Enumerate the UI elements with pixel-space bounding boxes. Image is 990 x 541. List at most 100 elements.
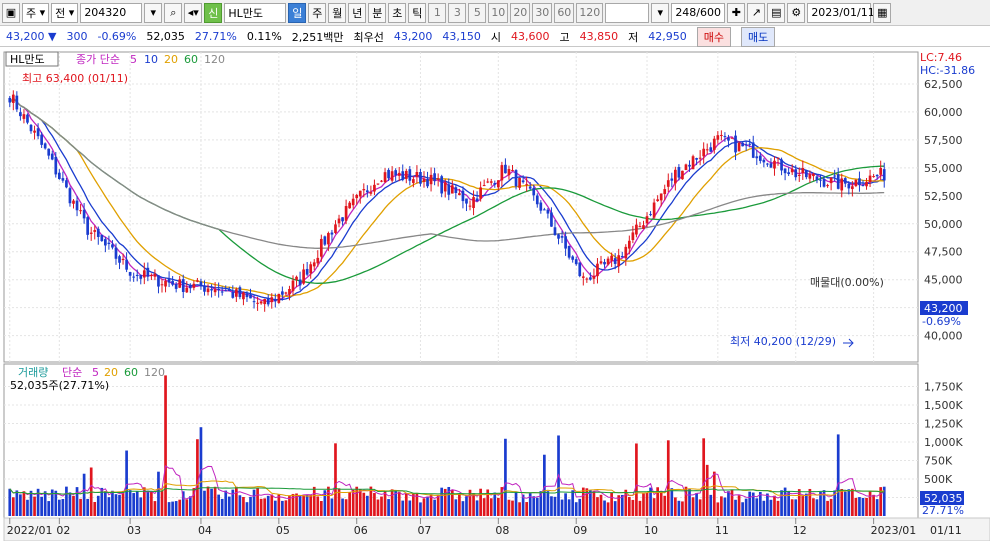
search-icon[interactable]: ⌕ [164,2,183,23]
minute-20[interactable]: 20 [510,2,531,23]
candle-body [670,178,674,181]
candle-body [142,270,146,278]
candle-body [525,184,529,186]
volume-bar [783,487,787,516]
volume-bar [305,494,309,516]
candle-body [564,236,567,249]
tools-icon[interactable]: ↗ [747,2,766,23]
volume-bar [146,490,150,516]
speaker-icon[interactable]: ◂▾ [184,2,203,23]
stock-chart[interactable]: 62,500 60,000 57,500 55,000 52,500 50,000 47,5… [0,48,990,541]
candle-body [365,190,369,193]
volume-bar [574,502,578,516]
count-input[interactable]: 248/600 [671,2,726,23]
volume-bar [649,487,652,516]
candle-body [36,128,40,137]
candle-body [440,176,444,194]
candle-body [656,199,659,202]
candle-body [273,299,277,302]
candle-body [408,169,412,181]
minute-120[interactable]: 120 [576,2,604,23]
volume-bar [235,486,238,516]
candle-body [766,163,769,165]
custom-period-input[interactable] [605,2,650,23]
minute-60[interactable]: 60 [554,2,575,23]
volume-bar [486,489,490,516]
volume-bar [369,486,373,516]
candle-body [521,180,525,183]
buy-button[interactable]: 매수 [696,26,732,47]
volume-bar [415,493,419,516]
volume-bar [107,497,111,516]
candle-body [174,283,178,289]
minute-3[interactable]: 3 [448,2,467,23]
candle-body [344,206,348,221]
volume-bar [390,489,394,516]
minute-5[interactable]: 5 [468,2,487,23]
candle-body [507,169,511,176]
minute-1[interactable]: 1 [428,2,447,23]
volume-bar [224,490,228,516]
candle-body [337,218,341,224]
volume-bar [822,490,826,516]
candle-body [167,278,171,283]
candle-body [794,169,798,178]
volume-bar [638,500,642,516]
candle-body [160,284,164,286]
x-axis: 2022/01 02 03 04 05 06 07 08 09 10 11 12 2023/01 01/1… [7,518,962,537]
lc-label: LC:7.46 [920,51,962,64]
period-minute[interactable]: 분 [368,2,387,23]
ma-10-line [9,97,885,301]
volume-bar [589,490,592,516]
volume-bar [815,499,819,516]
gear-icon[interactable]: ⚙ [787,2,806,23]
volume-bar [259,498,263,516]
minute-10[interactable]: 10 [488,2,509,23]
candle-body [854,179,858,187]
period-month[interactable]: 월 [328,2,347,23]
minute-30[interactable]: 30 [532,2,553,23]
candle-body [15,95,19,110]
volume-bar [865,497,868,516]
ma-20-line [9,97,885,297]
volume-bar [238,495,242,516]
high-note: 최고 63,400 (01/11) [22,72,128,85]
period-year[interactable]: 년 [348,2,367,23]
volume-bar [723,497,727,516]
market-select[interactable]: 주 ▾ [22,2,50,23]
period-second[interactable]: 초 [388,2,407,23]
save-icon[interactable]: ▤ [767,2,786,23]
candle-body [19,112,22,117]
volume-bar [560,499,564,516]
candle-body [327,233,330,245]
type-select[interactable]: 전 ▾ [51,2,79,23]
period-week[interactable]: 주 [308,2,327,23]
candle-body [82,209,86,219]
candle-body [72,200,75,204]
candle-body [865,181,868,187]
candle-body [875,174,879,177]
candle-body [709,147,713,152]
candle-body [376,183,380,185]
volume-bar [546,491,550,516]
date-input[interactable]: 2023/01/11 [807,2,875,23]
candle-body [355,194,359,199]
last-price: 43,200 [924,302,963,315]
layout-icon[interactable]: ▣ [2,2,20,23]
code-dropdown-button[interactable]: ▾ [144,2,163,23]
period-day[interactable]: 일 [288,2,307,23]
calendar-icon[interactable]: ▦ [873,2,892,23]
custom-period-dropdown[interactable]: ▾ [651,2,670,23]
volume-bar [213,486,217,516]
period-tick[interactable]: 틱 [408,2,427,23]
candle-body [744,144,748,146]
candle-body [436,178,440,180]
volume-bar [681,501,684,516]
sell-button[interactable]: 매도 [741,26,776,47]
volume-bar [401,500,405,516]
crosshair-icon[interactable]: ✚ [727,2,746,23]
code-input[interactable]: 204320 [80,2,143,23]
volume-bar [833,490,837,516]
volume-bar [642,493,645,516]
volume-bar [334,443,337,516]
